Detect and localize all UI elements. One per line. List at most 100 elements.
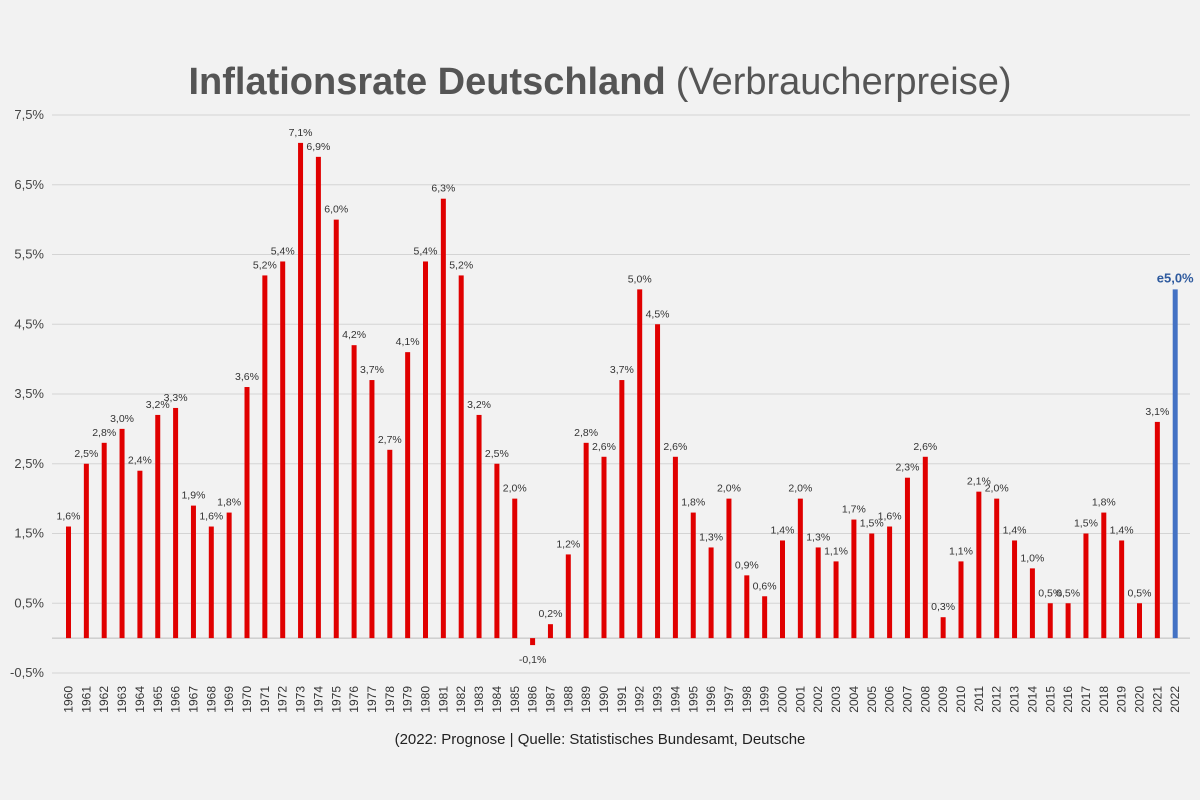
x-tick-label-1979: 1979 bbox=[401, 686, 415, 713]
bar-1977 bbox=[369, 380, 375, 639]
chart-title-main: Inflationsrate Deutschland bbox=[188, 61, 665, 103]
x-tick-label-2001: 2001 bbox=[793, 686, 807, 713]
bar-1999 bbox=[762, 596, 768, 639]
x-tick-label-1985: 1985 bbox=[508, 686, 522, 713]
data-label-1987: 0,2% bbox=[538, 608, 562, 620]
data-label-1968: 1,6% bbox=[199, 511, 223, 523]
x-tick-label-1974: 1974 bbox=[311, 686, 325, 713]
data-label-1964: 2,4% bbox=[128, 455, 152, 467]
data-label-1996: 1,3% bbox=[699, 531, 723, 543]
bar-1962 bbox=[101, 442, 107, 639]
bar-1993 bbox=[655, 324, 661, 639]
data-label-1981: 6,3% bbox=[431, 183, 455, 195]
bar-2021 bbox=[1154, 421, 1160, 639]
x-tick-label-2014: 2014 bbox=[1025, 686, 1039, 713]
bar-2009 bbox=[940, 617, 946, 639]
x-tick-label-1977: 1977 bbox=[365, 686, 379, 713]
x-tick-label-1966: 1966 bbox=[169, 686, 183, 713]
bar-1980 bbox=[423, 261, 428, 639]
data-label-1972: 5,4% bbox=[271, 245, 295, 257]
x-tick-label-2008: 2008 bbox=[918, 686, 932, 713]
x-tick-label-1980: 1980 bbox=[419, 686, 433, 713]
bar-1975 bbox=[333, 219, 339, 639]
bar-1960 bbox=[66, 526, 71, 639]
bar-1987 bbox=[547, 624, 553, 639]
data-label-1960: 1,6% bbox=[57, 511, 81, 523]
x-tick-label-2011: 2011 bbox=[972, 686, 986, 712]
data-label-2001: 2,0% bbox=[788, 483, 812, 495]
x-tick-label-1992: 1992 bbox=[633, 686, 647, 713]
bar-1997 bbox=[726, 498, 732, 639]
y-tick-label: 3,5% bbox=[14, 386, 44, 401]
x-tick-label-2018: 2018 bbox=[1097, 686, 1111, 713]
data-label-1994: 2,6% bbox=[663, 441, 687, 453]
bar-1976 bbox=[351, 345, 357, 639]
x-tick-label-2003: 2003 bbox=[829, 686, 843, 713]
data-label-1979: 4,1% bbox=[396, 336, 420, 348]
x-tick-label-1990: 1990 bbox=[597, 686, 611, 713]
bar-1982 bbox=[458, 275, 464, 639]
data-label-2005: 1,5% bbox=[860, 518, 884, 530]
bar-1965 bbox=[155, 414, 161, 639]
bar-1969 bbox=[226, 512, 232, 639]
bar-1970 bbox=[244, 387, 250, 639]
bar-2001 bbox=[797, 498, 803, 639]
bar-1990 bbox=[601, 456, 607, 639]
bar-2017 bbox=[1083, 533, 1089, 639]
x-tick-label-1973: 1973 bbox=[294, 686, 308, 713]
data-label-2003: 1,1% bbox=[824, 545, 848, 557]
y-tick-label: 0,5% bbox=[14, 595, 44, 610]
x-axis-labels: 1960 1961 1962 1963 1964 1965 1966 1967 1968 1969… bbox=[62, 686, 1183, 713]
x-tick-label-1963: 1963 bbox=[115, 686, 129, 713]
bar-1986 bbox=[530, 638, 536, 646]
x-tick-label-2022: 2022 bbox=[1168, 686, 1182, 713]
x-tick-label-1982: 1982 bbox=[454, 686, 468, 713]
x-tick-label-1986: 1986 bbox=[526, 686, 540, 713]
bar-1983 bbox=[476, 414, 482, 639]
data-label-1974: 6,9% bbox=[306, 141, 330, 153]
data-label-1980: 5,4% bbox=[414, 245, 438, 257]
data-label-2018: 1,8% bbox=[1092, 497, 1116, 509]
x-tick-label-1970: 1970 bbox=[240, 686, 254, 713]
bar-1967 bbox=[190, 505, 196, 639]
data-label-2016: 0,5% bbox=[1056, 587, 1080, 599]
bar-1974 bbox=[315, 156, 321, 639]
data-label-1999: 0,6% bbox=[753, 580, 777, 592]
data-label-1993: 4,5% bbox=[646, 308, 670, 320]
x-tick-label-2021: 2021 bbox=[1150, 686, 1164, 713]
data-label-1982: 5,2% bbox=[449, 259, 473, 271]
x-tick-label-1969: 1969 bbox=[222, 686, 236, 713]
data-label-2021: 3,1% bbox=[1145, 406, 1169, 418]
x-tick-label-1999: 1999 bbox=[758, 686, 772, 713]
x-tick-label-1991: 1991 bbox=[615, 686, 629, 713]
bar-2019 bbox=[1119, 540, 1125, 639]
bar-1978 bbox=[387, 449, 393, 639]
x-tick-label-1968: 1968 bbox=[204, 686, 218, 713]
x-tick-label-2007: 2007 bbox=[900, 686, 914, 713]
x-tick-label-2002: 2002 bbox=[811, 686, 825, 713]
bar-1991 bbox=[619, 380, 625, 639]
x-tick-label-2010: 2010 bbox=[954, 686, 968, 713]
bar-1984 bbox=[494, 463, 500, 639]
x-tick-label-1964: 1964 bbox=[133, 686, 147, 713]
data-label-1990: 2,6% bbox=[592, 441, 616, 453]
x-tick-label-1989: 1989 bbox=[579, 686, 593, 713]
x-tick-label-2020: 2020 bbox=[1133, 686, 1147, 713]
x-tick-label-2000: 2000 bbox=[776, 686, 790, 713]
data-label-1976: 4,2% bbox=[342, 329, 366, 341]
bar-1963 bbox=[119, 428, 125, 639]
data-label-1988: 1,2% bbox=[556, 538, 580, 550]
bar-1964 bbox=[137, 470, 143, 639]
data-label-2002: 1,3% bbox=[806, 531, 830, 543]
x-tick-label-1978: 1978 bbox=[383, 686, 397, 713]
bar-2015 bbox=[1047, 603, 1053, 639]
x-tick-label-1981: 1981 bbox=[436, 686, 450, 713]
x-tick-label-1975: 1975 bbox=[329, 686, 343, 713]
data-label-1967: 1,9% bbox=[181, 490, 205, 502]
bar-2004 bbox=[851, 519, 857, 639]
chart-title: Inflationsrate Deutschland (Verbraucherpr… bbox=[188, 61, 1011, 103]
x-tick-label-1972: 1972 bbox=[276, 686, 290, 713]
data-label-1997: 2,0% bbox=[717, 483, 741, 495]
y-tick-label: 7,5% bbox=[14, 107, 44, 122]
